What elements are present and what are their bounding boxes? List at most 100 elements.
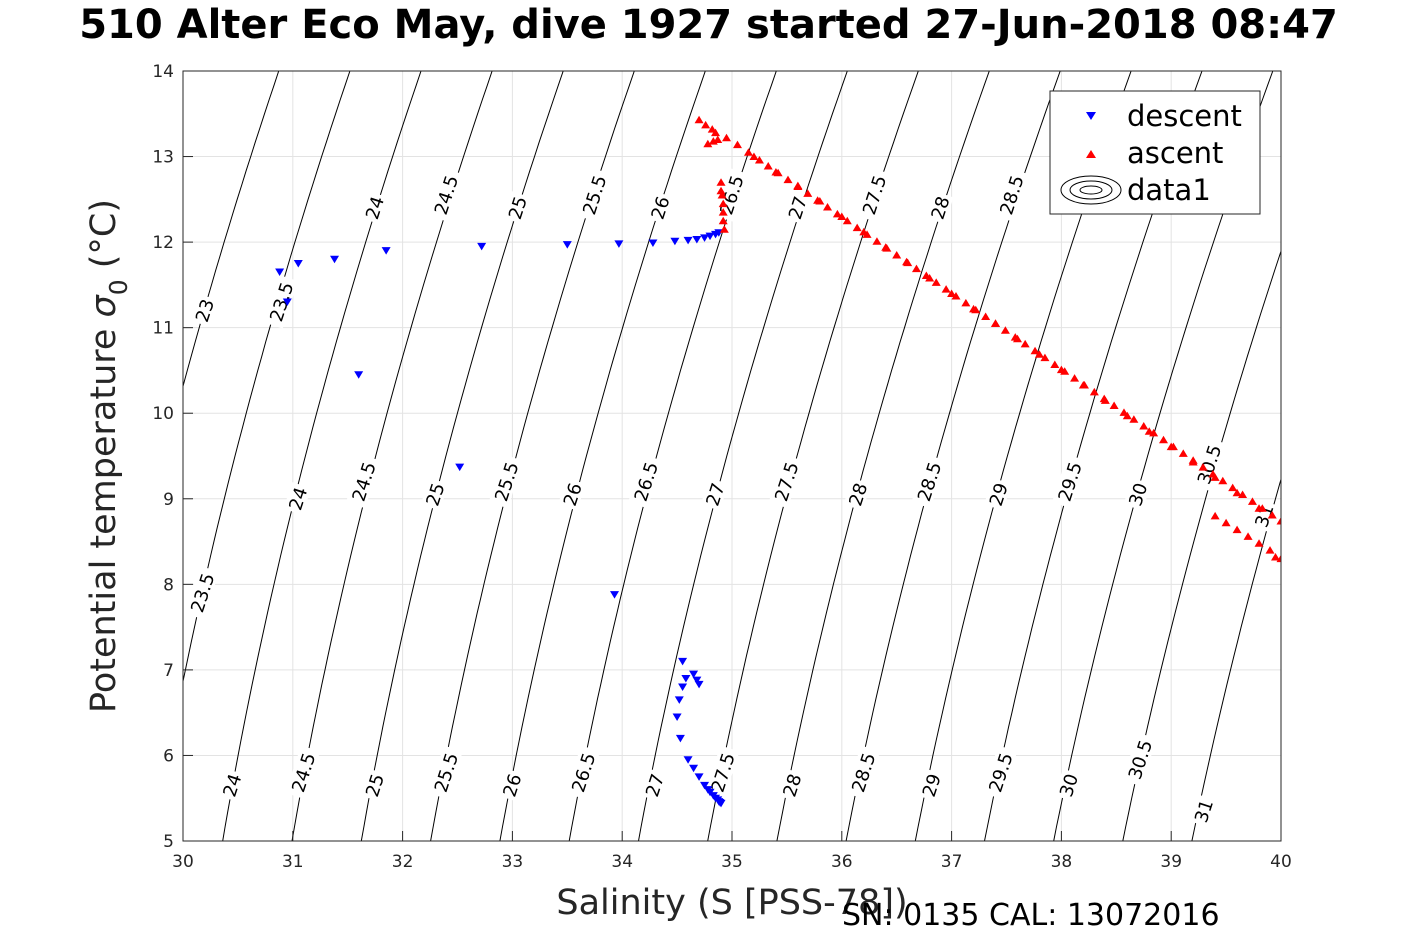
density-contour-line — [845, 71, 1061, 841]
ascent-point — [1144, 427, 1154, 435]
descent-point — [683, 236, 693, 245]
contour-label-background — [1054, 768, 1082, 802]
ascent-point — [743, 148, 753, 156]
density-contour-line — [1191, 477, 1281, 841]
contour-label-background — [428, 167, 463, 222]
legend-label-data1: data1 — [1127, 173, 1211, 207]
ascent-point — [951, 292, 961, 300]
y-axis-title-symbol: σ — [84, 293, 124, 317]
ascent-point — [1198, 463, 1208, 471]
legend-marker-ascent — [1086, 150, 1096, 158]
contour-label-background — [283, 482, 312, 515]
ascent-point — [1030, 346, 1040, 355]
ascent-point — [852, 223, 862, 232]
density-contour-line — [183, 71, 280, 389]
ascent-point — [1254, 539, 1264, 547]
descent-point — [381, 247, 391, 255]
ascent-point — [1012, 334, 1022, 343]
contour-label: 24 — [283, 482, 312, 515]
contour-label-background — [700, 477, 729, 511]
contour-label-background — [640, 768, 668, 802]
ascent-point — [793, 181, 803, 190]
contour-label-background — [911, 454, 946, 509]
ascent-point — [931, 278, 941, 286]
descent-point — [692, 236, 702, 244]
legend-label-descent: descent — [1127, 99, 1242, 133]
contour-label-background — [768, 454, 804, 509]
contour-label-background — [360, 191, 388, 224]
contour-label-background — [628, 454, 663, 509]
data-series — [275, 115, 1281, 808]
ascent-point — [1122, 411, 1132, 420]
contour-label-background — [843, 477, 872, 511]
y-tick-label: 8 — [163, 575, 174, 595]
descent-point — [700, 781, 710, 790]
ascent-point — [1210, 473, 1220, 481]
contour-label-background — [503, 191, 531, 224]
ascent-point — [941, 285, 951, 293]
ascent-point — [947, 289, 957, 297]
ascent-point — [716, 186, 726, 195]
ascent-point — [1166, 442, 1176, 451]
descent-point — [610, 591, 620, 599]
contour-label-background — [190, 293, 218, 327]
ascent-point — [749, 152, 759, 161]
ascent-point — [1254, 504, 1264, 512]
ascent-point — [1232, 525, 1242, 534]
ascent-point — [892, 250, 902, 259]
contour-label-background — [856, 167, 891, 222]
contour-label-background — [346, 454, 381, 509]
contour-label: 24 — [360, 191, 389, 224]
ascent-point — [991, 319, 1001, 327]
descent-point — [293, 260, 303, 268]
contour-label-background — [925, 191, 954, 224]
ascent-point — [1000, 326, 1010, 334]
x-tick-label: 30 — [172, 852, 194, 872]
ascent-point — [732, 140, 742, 149]
contour-label-background — [558, 477, 586, 511]
descent-point — [692, 676, 702, 685]
contour-label-background — [783, 191, 811, 224]
y-tick-label: 14 — [152, 62, 174, 82]
y-tick-label: 11 — [152, 319, 174, 339]
legend-marker-descent — [1086, 112, 1096, 120]
ascent-point — [783, 175, 793, 184]
descent-point — [354, 371, 364, 379]
ascent-point — [961, 298, 971, 307]
ascent-point — [903, 258, 913, 267]
ascent-point — [981, 312, 991, 321]
descent-point — [562, 241, 572, 249]
descent-point — [705, 232, 715, 241]
x-tick-label: 39 — [1160, 852, 1182, 872]
ascent-point — [1056, 365, 1066, 374]
contour-label-background — [1123, 477, 1152, 511]
descent-point — [700, 234, 710, 242]
descent-point — [455, 463, 465, 472]
x-tick-label: 35 — [721, 852, 743, 872]
descent-point — [614, 240, 624, 248]
contour-label-background — [285, 745, 321, 800]
ascent-point — [837, 212, 847, 220]
ascent-point — [1210, 511, 1220, 520]
contour-label-background — [713, 167, 749, 222]
x-tick-label: 31 — [282, 852, 304, 872]
ascent-point — [1089, 387, 1099, 396]
y-axis-title-main: Potential temperature — [84, 317, 124, 713]
ascent-point — [1034, 350, 1044, 358]
contour-label-background — [184, 565, 220, 620]
ascent-point — [1139, 422, 1149, 430]
density-contour-line — [291, 71, 493, 841]
density-contour-line — [183, 71, 351, 684]
ascent-point — [1159, 435, 1169, 444]
contour-label-background — [993, 167, 1029, 222]
ascent-point — [1276, 554, 1281, 563]
contour-label: 25 — [420, 477, 450, 511]
ascent-point — [832, 209, 842, 218]
ascent-point — [881, 243, 891, 251]
ascent-point — [716, 178, 726, 186]
descent-point — [689, 764, 699, 773]
ascent-point — [718, 216, 728, 225]
ascent-point — [1078, 380, 1088, 389]
serial-calibration-footer: SN: 0135 CAL: 13072016 — [842, 898, 1220, 933]
y-tick-label: 12 — [152, 233, 174, 253]
